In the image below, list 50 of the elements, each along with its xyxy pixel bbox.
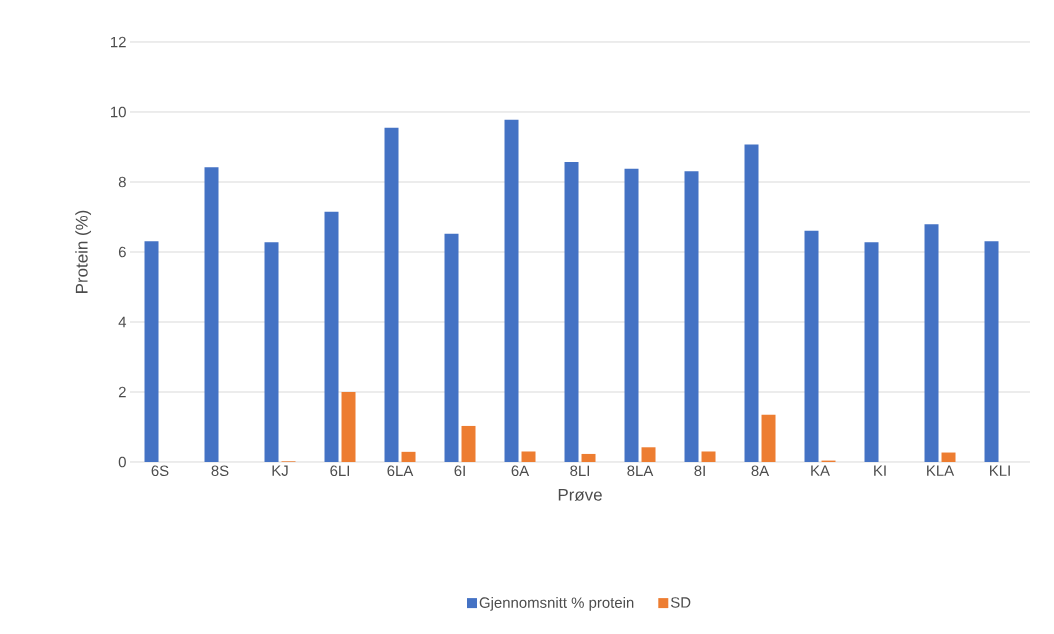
bar	[504, 119, 519, 462]
bar	[324, 211, 339, 462]
y-tick-label: 4	[118, 316, 127, 328]
y-tick-label: 6	[118, 246, 126, 258]
x-tick-label: 8LA	[627, 465, 654, 477]
y-tick-label: 0	[118, 456, 126, 468]
bar	[984, 241, 999, 462]
x-tick-label: KLA	[927, 465, 955, 476]
bar	[804, 230, 819, 462]
bar	[384, 127, 399, 462]
x-tick-label: 6S	[151, 465, 169, 477]
y-tick-label: 2	[118, 386, 126, 398]
bar	[444, 233, 459, 462]
x-tick-label: KI	[874, 465, 886, 476]
x-tick-label: 8LI	[570, 465, 590, 477]
bar	[641, 447, 656, 462]
x-tick-label: 8S	[211, 465, 229, 477]
bar	[521, 451, 536, 462]
x-tick-label: 6LA	[387, 465, 414, 477]
bar	[401, 451, 416, 462]
x-tick-label: KLI	[990, 465, 1010, 476]
y-tick-label: 12	[111, 36, 126, 48]
x-tick-label: 6A	[511, 465, 530, 477]
bar	[624, 168, 639, 462]
x-tick-label: 8A	[751, 465, 770, 477]
x-tick-label: KA	[811, 465, 830, 476]
bar	[941, 452, 956, 462]
x-tick-label: 8I	[694, 465, 705, 477]
bar	[701, 451, 716, 462]
bar	[144, 241, 159, 462]
y-tick-label: 8	[118, 176, 126, 188]
bar	[204, 167, 219, 462]
x-tick-label: KJ	[272, 465, 288, 476]
legend-label: SD	[670, 597, 691, 608]
bar	[684, 171, 699, 462]
bar	[581, 453, 596, 462]
x-tick-label: 6I	[454, 465, 465, 477]
y-tick-label: 10	[111, 106, 126, 118]
bar	[564, 162, 579, 462]
x-tick-label: 6LI	[330, 465, 350, 477]
bar	[864, 242, 879, 462]
bar	[744, 144, 759, 462]
legend-label: Gjennomsnitt % protein	[479, 596, 634, 611]
x-axis-title: Prøve	[558, 488, 602, 501]
bar	[761, 414, 776, 462]
y-axis-title: Protein (%)	[75, 210, 92, 293]
bar	[264, 242, 279, 462]
bar	[924, 224, 939, 462]
bar	[461, 425, 476, 462]
bar	[341, 391, 356, 462]
